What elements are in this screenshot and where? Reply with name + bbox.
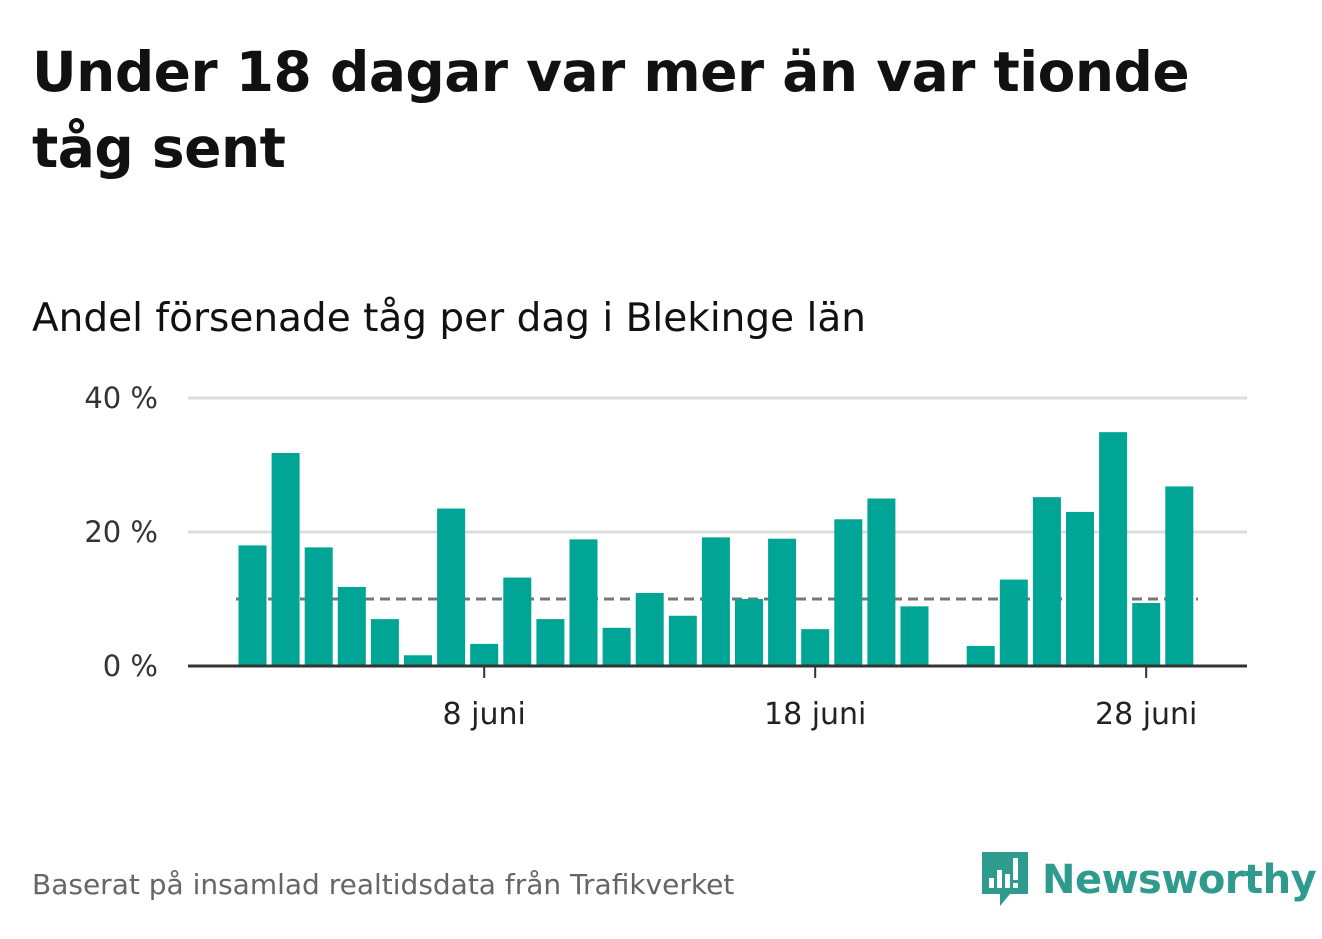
bar (867, 498, 896, 666)
x-tick-label: 8 juni (443, 697, 526, 732)
bar (569, 539, 598, 666)
x-ticks: 8 juni 18 juni 28 juni (443, 666, 1197, 732)
bar (966, 645, 995, 666)
bar (735, 599, 763, 666)
bar (437, 508, 466, 666)
bar (768, 538, 797, 666)
bar (404, 655, 432, 666)
x-tick-label: 28 juni (1095, 697, 1197, 732)
bar (271, 452, 300, 666)
bar (602, 627, 631, 666)
y-tick-labels: 0 % 20 % 40 % (84, 381, 158, 683)
source-note: Baserat på insamlad realtidsdata från Tr… (32, 868, 735, 901)
bar (536, 619, 565, 666)
bar (470, 643, 499, 666)
bar (635, 592, 664, 666)
logo-text: Newsworthy (1042, 857, 1317, 903)
bar (834, 519, 863, 666)
bar (668, 615, 697, 666)
bar (1165, 486, 1194, 666)
x-tick-label: 18 juni (764, 697, 866, 732)
bar (370, 619, 399, 666)
bar-chart: 0 % 20 % 40 % 8 juni 18 juni 28 juni (84, 381, 1247, 732)
bar (900, 606, 929, 666)
bar (503, 577, 532, 666)
bar (304, 547, 333, 666)
y-tick-label: 0 % (103, 649, 158, 683)
newsworthy-logo: Newsworthy (980, 848, 1317, 912)
bar (1099, 432, 1128, 666)
newsworthy-logo-icon (982, 852, 1028, 906)
bars (238, 432, 1194, 666)
bar (999, 579, 1028, 666)
bar (801, 629, 830, 666)
y-tick-label: 40 % (84, 381, 158, 415)
y-tick-label: 20 % (84, 515, 158, 549)
bar (1032, 497, 1061, 666)
bar (238, 545, 267, 666)
bar (337, 586, 366, 666)
bar (1066, 511, 1094, 666)
chart-title: Under 18 dagar var mer än var tionde tåg… (32, 40, 1190, 180)
chart-subtitle: Andel försenade tåg per dag i Blekinge l… (32, 296, 866, 341)
bar (1132, 603, 1161, 666)
bar (701, 537, 730, 666)
